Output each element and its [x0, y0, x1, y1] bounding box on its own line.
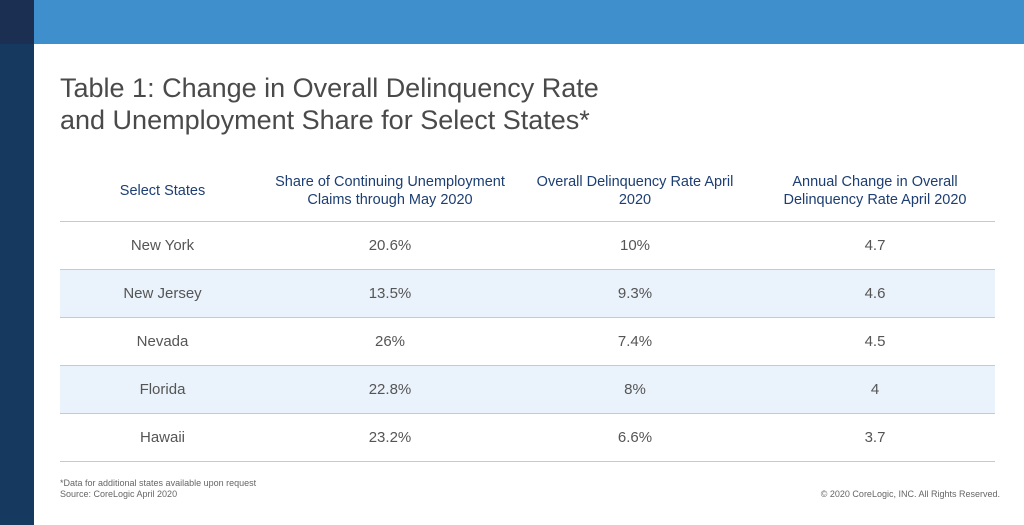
- cell-delinquency-rate: 8%: [515, 365, 755, 414]
- cell-unemployment-share: 22.8%: [265, 365, 515, 414]
- cell-annual-change: 4.6: [755, 269, 995, 318]
- top-banner-bar: [34, 0, 1024, 44]
- cell-delinquency-rate: 6.6%: [515, 413, 755, 462]
- cell-unemployment-share: 26%: [265, 317, 515, 366]
- cell-delinquency-rate: 9.3%: [515, 269, 755, 318]
- table-row: New Jersey 13.5% 9.3% 4.6: [60, 269, 995, 318]
- cell-state: Florida: [60, 365, 265, 414]
- table-row: New York 20.6% 10% 4.7: [60, 221, 995, 270]
- title-line-2: and Unemployment Share for Select States…: [60, 105, 590, 135]
- table-row: Nevada 26% 7.4% 4.5: [60, 317, 995, 366]
- copyright-notice: © 2020 CoreLogic, INC. All Rights Reserv…: [820, 489, 1000, 499]
- column-header-unemployment-share: Share of Continuing Unemployment Claims …: [265, 160, 515, 222]
- left-accent-bar: [0, 0, 34, 525]
- left-accent-bar-top: [0, 0, 34, 44]
- cell-state: Nevada: [60, 317, 265, 366]
- cell-state: New Jersey: [60, 269, 265, 318]
- cell-unemployment-share: 13.5%: [265, 269, 515, 318]
- cell-state: Hawaii: [60, 413, 265, 462]
- cell-state: New York: [60, 221, 265, 270]
- table-row: Hawaii 23.2% 6.6% 3.7: [60, 413, 995, 462]
- column-header-states: Select States: [60, 160, 265, 222]
- title-line-1: Table 1: Change in Overall Delinquency R…: [60, 73, 599, 103]
- cell-annual-change: 4.7: [755, 221, 995, 270]
- column-header-annual-change: Annual Change in Overall Delinquency Rat…: [755, 160, 995, 222]
- cell-unemployment-share: 23.2%: [265, 413, 515, 462]
- page-title: Table 1: Change in Overall Delinquency R…: [60, 72, 760, 136]
- footnote-note: *Data for additional states available up…: [60, 478, 257, 488]
- column-header-delinquency-rate: Overall Delinquency Rate April 2020: [515, 160, 755, 222]
- cell-delinquency-rate: 10%: [515, 221, 755, 270]
- cell-unemployment-share: 20.6%: [265, 221, 515, 270]
- table-row: Florida 22.8% 8% 4: [60, 365, 995, 414]
- cell-annual-change: 4.5: [755, 317, 995, 366]
- footnote-source: Source: CoreLogic April 2020: [60, 489, 178, 499]
- cell-annual-change: 3.7: [755, 413, 995, 462]
- cell-delinquency-rate: 7.4%: [515, 317, 755, 366]
- footnote: *Data for additional states available up…: [60, 478, 256, 500]
- delinquency-table: Select States Share of Continuing Unempl…: [60, 160, 995, 462]
- table-header-row: Select States Share of Continuing Unempl…: [60, 160, 995, 222]
- cell-annual-change: 4: [755, 365, 995, 414]
